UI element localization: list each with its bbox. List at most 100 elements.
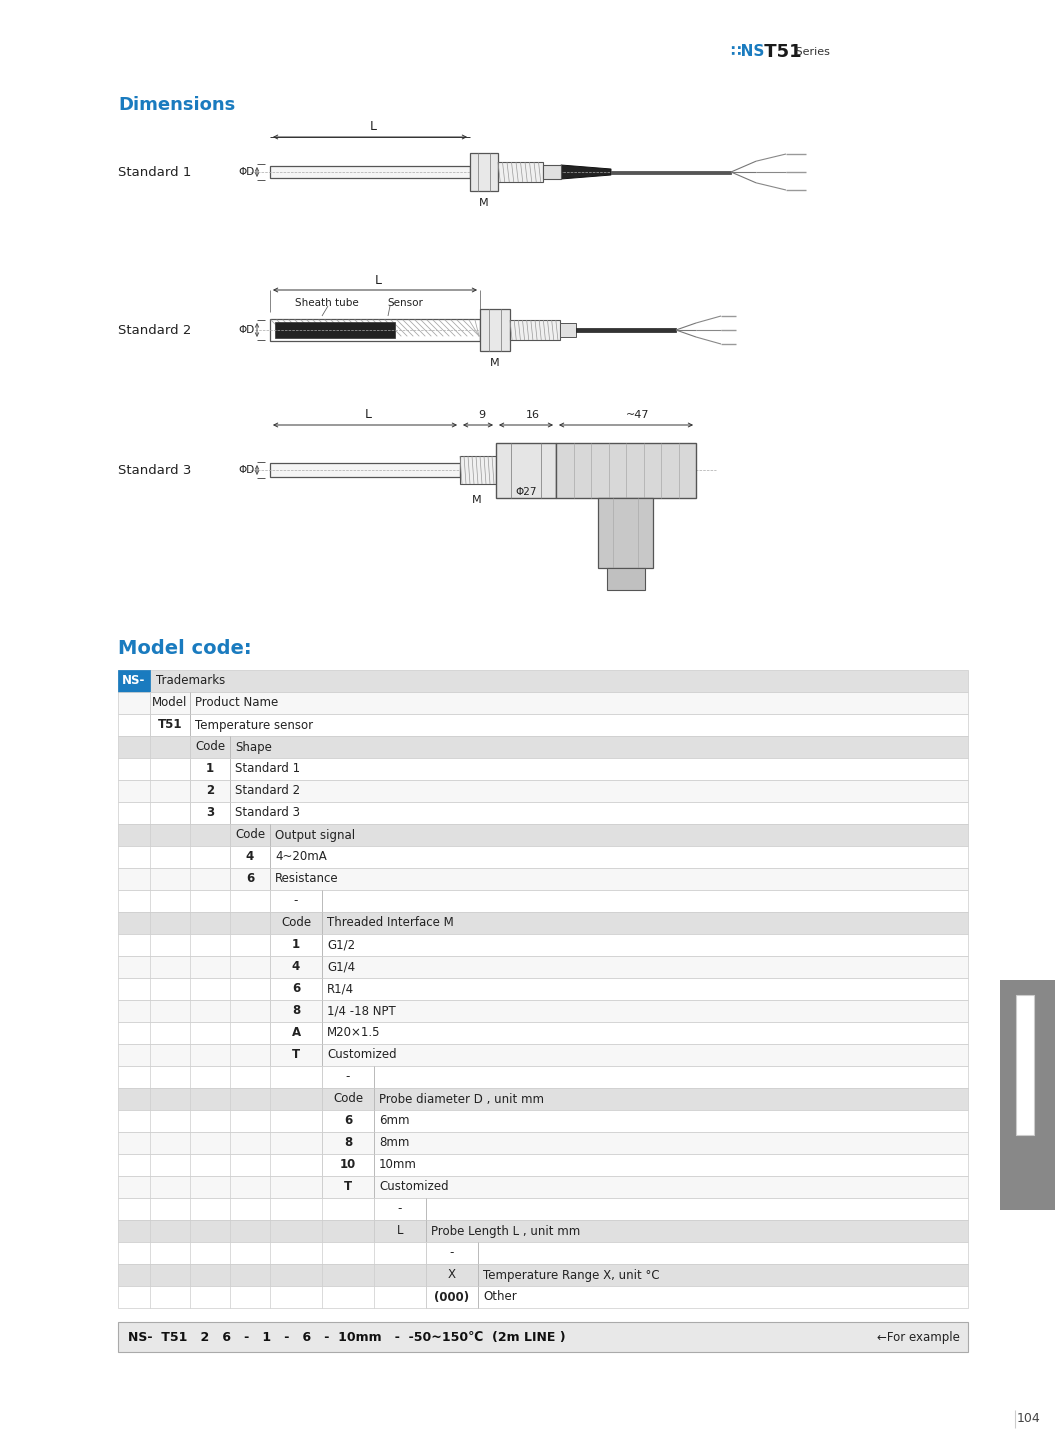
Polygon shape <box>561 165 611 178</box>
Bar <box>118 715 968 736</box>
Text: Code: Code <box>281 916 311 929</box>
Text: Model code:: Model code: <box>118 638 251 657</box>
Text: Product Name: Product Name <box>195 696 278 709</box>
Bar <box>118 935 968 956</box>
Bar <box>275 322 395 338</box>
Bar <box>190 779 230 802</box>
Bar <box>270 1022 322 1044</box>
Bar <box>118 912 968 935</box>
Bar <box>118 824 968 846</box>
Text: (000): (000) <box>435 1290 470 1303</box>
Text: Standard 3: Standard 3 <box>118 463 192 476</box>
Bar <box>190 758 230 779</box>
Bar <box>118 1155 968 1176</box>
Bar <box>118 1044 968 1066</box>
Text: M: M <box>472 495 481 505</box>
Bar <box>480 309 510 351</box>
Bar <box>611 171 731 174</box>
Text: 4: 4 <box>246 850 254 863</box>
Text: X: X <box>448 1268 456 1281</box>
Text: 16: 16 <box>526 410 540 420</box>
Text: Other: Other <box>483 1290 517 1303</box>
Bar <box>118 758 968 779</box>
Text: Standard 2: Standard 2 <box>118 324 192 336</box>
Bar <box>118 846 968 869</box>
Ellipse shape <box>1003 1135 1047 1175</box>
Text: -: - <box>398 1202 402 1215</box>
Bar <box>498 162 543 183</box>
Bar <box>118 1132 968 1155</box>
Bar <box>426 1242 478 1264</box>
Text: Customized: Customized <box>326 1048 396 1061</box>
Bar <box>374 1219 426 1242</box>
Text: 10mm: 10mm <box>379 1159 417 1172</box>
Bar <box>470 152 498 191</box>
Text: Dimensions: Dimensions <box>118 96 235 114</box>
Text: 8mm: 8mm <box>379 1136 409 1149</box>
Bar <box>118 802 968 824</box>
Text: T: T <box>343 1181 352 1194</box>
Text: T51: T51 <box>158 719 182 732</box>
Bar <box>118 1286 968 1309</box>
Text: M20×1.5: M20×1.5 <box>326 1027 381 1040</box>
Bar <box>543 165 561 178</box>
Bar <box>460 456 496 485</box>
Bar <box>270 890 322 912</box>
Bar <box>426 1286 478 1309</box>
Bar <box>270 978 322 999</box>
Text: 1: 1 <box>206 762 214 775</box>
Bar <box>118 1066 968 1089</box>
Text: M: M <box>479 198 489 209</box>
Bar <box>322 1176 374 1198</box>
Bar <box>496 443 556 498</box>
Text: R1/4: R1/4 <box>326 982 354 995</box>
Text: Temperature sensor: Temperature sensor <box>195 719 313 732</box>
Bar <box>118 1322 968 1352</box>
Text: Code: Code <box>235 828 265 841</box>
Bar <box>230 869 270 890</box>
Text: Probe Length L , unit mm: Probe Length L , unit mm <box>431 1225 580 1238</box>
Text: L: L <box>396 1225 403 1238</box>
Bar <box>190 802 230 824</box>
Text: ~47: ~47 <box>626 410 650 420</box>
Text: 1/4 -18 NPT: 1/4 -18 NPT <box>326 1005 395 1018</box>
Text: Standard 3: Standard 3 <box>235 807 300 820</box>
Bar <box>190 736 230 758</box>
Text: Code: Code <box>195 741 225 754</box>
Bar <box>118 999 968 1022</box>
Text: 6mm: 6mm <box>379 1114 409 1127</box>
Text: -: - <box>294 894 298 907</box>
Text: Model: Model <box>153 696 188 709</box>
Bar <box>118 736 968 758</box>
Text: -: - <box>346 1070 350 1083</box>
Text: T: T <box>292 1048 300 1061</box>
Text: Sensor: Sensor <box>387 298 423 308</box>
Bar <box>230 846 270 869</box>
Bar <box>560 324 576 336</box>
Bar <box>322 1089 374 1110</box>
Bar <box>1000 981 1055 1209</box>
Bar <box>118 1089 968 1110</box>
Bar <box>118 1198 968 1219</box>
Bar <box>510 321 560 339</box>
Text: Shape: Shape <box>235 741 271 754</box>
Text: 10: 10 <box>340 1159 356 1172</box>
Bar <box>118 670 151 692</box>
Text: 8: 8 <box>292 1005 300 1018</box>
Bar <box>1015 995 1034 1135</box>
Text: 4: 4 <box>292 961 300 974</box>
Bar <box>118 890 968 912</box>
Bar <box>598 498 653 568</box>
Bar <box>322 1110 374 1132</box>
Bar <box>270 319 480 341</box>
Bar <box>118 1110 968 1132</box>
Bar <box>556 443 696 498</box>
Bar <box>270 956 322 978</box>
Bar <box>151 692 190 715</box>
Bar <box>118 1176 968 1198</box>
Text: Standard 1: Standard 1 <box>235 762 300 775</box>
Bar <box>151 715 190 736</box>
Text: Temperature Range X, unit °C: Temperature Range X, unit °C <box>483 1268 659 1281</box>
Bar <box>118 1022 968 1044</box>
Text: Standard 2: Standard 2 <box>235 785 300 798</box>
